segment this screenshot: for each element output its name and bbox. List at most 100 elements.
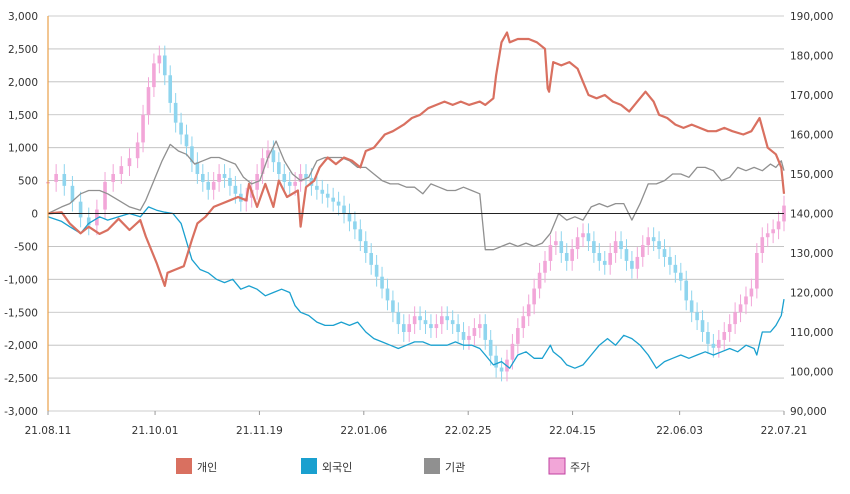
- price-candle: [689, 300, 694, 313]
- price-candle: [119, 166, 124, 174]
- legend-swatch: [176, 458, 192, 474]
- right-axis: 190,000 180,000 170,000 160,000 150,000 140,0…: [790, 11, 833, 418]
- right-tick-label: 130,000: [790, 248, 833, 260]
- legend-item: 주가: [548, 457, 590, 475]
- right-tick-label: 100,000: [790, 367, 833, 379]
- legend-label: 주가: [570, 461, 590, 474]
- price-candle: [711, 343, 716, 348]
- price-candle: [488, 339, 493, 356]
- price-candle: [771, 229, 775, 234]
- price-candle: [765, 233, 770, 238]
- price-candle: [776, 221, 781, 230]
- x-tick-label: 22.02.25: [445, 425, 492, 437]
- price-candle: [575, 237, 580, 250]
- price-candle: [554, 241, 558, 246]
- price-candle: [733, 312, 737, 325]
- price-candle: [738, 304, 743, 313]
- price-candle: [706, 332, 710, 344]
- price-candle: [412, 316, 417, 325]
- price-candle: [168, 75, 173, 103]
- price-candle: [624, 249, 629, 261]
- price-candle: [478, 324, 482, 329]
- price-candle: [662, 249, 667, 257]
- right-tick-label: 90,000: [790, 406, 827, 418]
- right-tick-label: 160,000: [790, 130, 833, 142]
- price-candle: [597, 253, 602, 261]
- price-candle: [103, 181, 107, 210]
- price-candle: [602, 260, 607, 265]
- price-candle: [396, 312, 401, 325]
- price-candle: [152, 63, 156, 88]
- price-candle: [499, 367, 504, 372]
- price-candle: [54, 174, 58, 182]
- price-candle: [62, 174, 67, 186]
- individual-line: [47, 31, 786, 287]
- price-candle: [559, 241, 564, 253]
- price-candle: [445, 316, 450, 321]
- right-tick-label: 180,000: [790, 51, 833, 63]
- price-candle: [619, 241, 623, 250]
- price-candle: [586, 233, 591, 242]
- price-candle: [293, 181, 297, 186]
- price-candle: [190, 146, 194, 163]
- price-candle: [401, 324, 406, 332]
- price-candle: [277, 162, 281, 174]
- price-candle: [95, 209, 99, 226]
- legend-swatch: [301, 458, 317, 474]
- price-candle: [592, 241, 596, 253]
- left-tick-label: 1,500: [8, 110, 38, 122]
- price-candle: [179, 122, 183, 135]
- price-candle: [483, 324, 488, 340]
- left-tick-label: 0: [31, 209, 38, 221]
- legend-label: 기관: [445, 461, 465, 474]
- price-candle: [173, 102, 178, 123]
- price-candle: [157, 55, 162, 64]
- price-candle: [678, 272, 683, 281]
- price-candle: [127, 158, 132, 167]
- legend-swatch: [548, 457, 566, 475]
- price-candle: [755, 253, 759, 289]
- price-candle: [363, 241, 368, 253]
- price-candle: [613, 241, 618, 253]
- price-candle: [532, 288, 536, 305]
- price-candle: [222, 174, 227, 178]
- x-tick-label: 21.08.11: [25, 425, 72, 437]
- price-candle: [298, 174, 303, 182]
- x-tick-label: 21.10.01: [132, 425, 179, 437]
- price-candle: [111, 174, 115, 182]
- right-tick-label: 110,000: [790, 327, 833, 339]
- x-tick-label: 22.07.21: [761, 425, 808, 437]
- price-candle: [184, 134, 189, 147]
- price-candle: [695, 312, 699, 321]
- price-candle: [135, 142, 140, 159]
- x-tick-label: 22.01.06: [340, 425, 387, 437]
- price-candle: [749, 288, 754, 297]
- price-candle: [287, 181, 292, 186]
- right-tick-label: 150,000: [790, 169, 833, 181]
- x-tick-label: 22.04.15: [549, 425, 596, 437]
- price-candle: [510, 343, 515, 360]
- price-candle: [581, 233, 585, 238]
- price-candle: [548, 245, 553, 261]
- price-candle: [608, 253, 612, 265]
- price-candle: [353, 221, 357, 230]
- price-candle: [201, 174, 205, 182]
- legend-label: 개인: [197, 461, 217, 474]
- price-candle: [760, 237, 765, 253]
- price-candle: [325, 193, 330, 198]
- left-tick-label: 2,500: [8, 44, 38, 56]
- left-tick-label: -500: [14, 241, 38, 253]
- price-candle: [206, 181, 211, 190]
- right-tick-label: 120,000: [790, 288, 833, 300]
- left-tick-label: -3,000: [4, 406, 38, 418]
- left-axis: 3,000 2,500 2,000 1,500 1,000 500 0 -500 -1,000 -…: [4, 11, 49, 418]
- price-candle: [391, 300, 395, 313]
- price-candle: [228, 177, 232, 186]
- price-candle: [516, 328, 520, 344]
- price-candle: [70, 185, 75, 202]
- price-candle: [347, 213, 352, 222]
- left-tick-label: -2,500: [4, 373, 38, 385]
- price-candle: [456, 324, 460, 332]
- left-tick-label: -2,000: [4, 340, 38, 352]
